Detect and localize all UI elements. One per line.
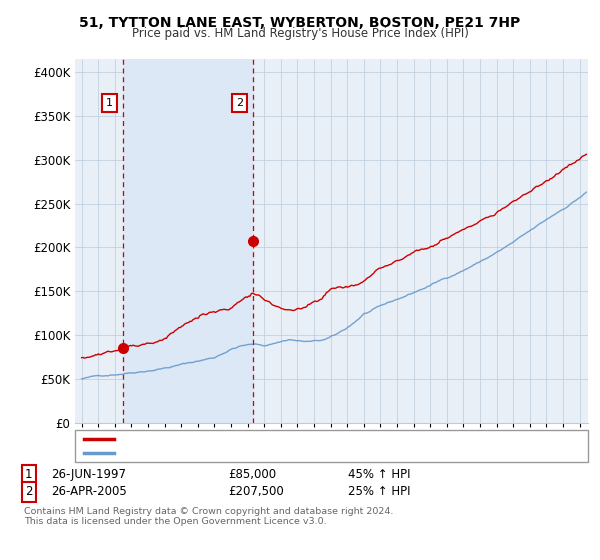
- Text: 51, TYTTON LANE EAST, WYBERTON, BOSTON, PE21 7HP: 51, TYTTON LANE EAST, WYBERTON, BOSTON, …: [79, 16, 521, 30]
- Text: 45% ↑ HPI: 45% ↑ HPI: [348, 468, 410, 482]
- Bar: [123, 59, 253, 423]
- Text: Contains HM Land Registry data © Crown copyright and database right 2024.
This d: Contains HM Land Registry data © Crown c…: [24, 507, 394, 526]
- Text: 26-APR-2005: 26-APR-2005: [51, 485, 127, 498]
- Text: 2: 2: [236, 97, 243, 108]
- Text: 25% ↑ HPI: 25% ↑ HPI: [348, 485, 410, 498]
- Text: HPI: Average price, detached house, Boston: HPI: Average price, detached house, Bost…: [118, 448, 358, 458]
- Text: 51, TYTTON LANE EAST, WYBERTON, BOSTON, PE21 7HP (detached house): 51, TYTTON LANE EAST, WYBERTON, BOSTON, …: [118, 434, 527, 444]
- Text: 1: 1: [25, 468, 32, 482]
- Text: 26-JUN-1997: 26-JUN-1997: [51, 468, 126, 482]
- Text: £207,500: £207,500: [228, 485, 284, 498]
- Text: 2: 2: [25, 485, 32, 498]
- Text: Price paid vs. HM Land Registry's House Price Index (HPI): Price paid vs. HM Land Registry's House …: [131, 27, 469, 40]
- Text: 1: 1: [106, 97, 113, 108]
- Text: £85,000: £85,000: [228, 468, 276, 482]
